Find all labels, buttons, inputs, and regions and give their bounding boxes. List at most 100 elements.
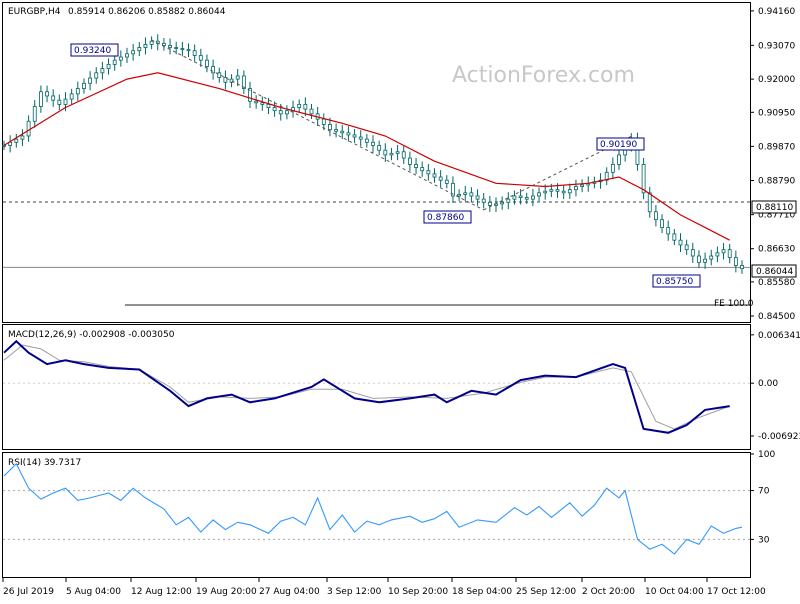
candle-body [581,185,584,187]
candle-body [427,171,430,174]
candle-body [415,164,418,167]
candle-body [728,250,731,258]
price-tick-label: 0.84500 [758,312,795,322]
rsi-title: RSI(14) 39.7317 [8,458,81,468]
candle-body [685,245,688,250]
candle-body [162,43,165,45]
candle-body [181,49,184,50]
candle-body [335,130,338,132]
candle-body [212,66,215,72]
candle-body [488,202,491,205]
candle-body [64,99,67,104]
candle-body [574,187,577,190]
symbol-label: EURGBP,H4 [8,7,61,17]
macd-tick-label: 0.006341 [758,331,800,341]
candle-body [322,119,325,124]
candle-body [187,50,190,51]
candle-body [464,193,467,195]
candle-body [126,54,129,57]
macd-title: MACD(12,26,9) -0.002908 -0.003050 [8,330,175,340]
candle-body [353,135,356,137]
price-tick-label: 0.88790 [758,177,795,187]
candle-body [667,228,670,234]
candle-body [458,194,461,196]
candle-body [482,199,485,202]
time-tick-label: 3 Sep 12:00 [327,587,382,597]
price-tick-label: 0.94160 [758,7,795,17]
candle-body [550,190,553,192]
level-box-label: 0.88110 [752,201,796,213]
time-tick-label: 26 Jul 2019 [3,587,54,597]
candle-body [82,83,85,88]
high1-label: 0.93240 [71,44,118,56]
low1-label: 0.87860 [424,211,471,223]
candle-body [378,145,381,150]
candle-body [144,44,147,47]
low2-label: 0.85750 [653,275,700,287]
candle-body [556,190,559,192]
candle-body [255,101,258,103]
candle-body [396,152,399,154]
ohlc-values: 0.85914 0.86206 0.85882 0.86044 [68,7,226,17]
candle-body [519,196,522,198]
candle-body [507,199,510,202]
svg-text:0.90190: 0.90190 [600,140,637,150]
macd-tick-label: -0.006923 [758,432,800,442]
candle-body [611,164,614,172]
candle-body [3,145,6,146]
candle-body [267,104,270,107]
candle-body [661,220,664,228]
candle-body [15,139,18,142]
candle-body [39,92,42,107]
candle-body [58,100,61,104]
candle-body [648,193,651,212]
candle-body [741,265,744,268]
candle-body [691,250,694,256]
time-tick-label: 27 Aug 04:00 [259,587,320,597]
candle-body [544,191,547,193]
candle-body [236,76,239,79]
candle-body [347,133,350,135]
candle-body [70,94,73,99]
svg-text:0.85750: 0.85750 [656,277,693,287]
candle-body [390,153,393,155]
candle-body [101,69,104,73]
candle-body [138,48,141,51]
time-tick-label: 12 Aug 12:00 [131,587,192,597]
candle-body [421,168,424,171]
candle-body [679,240,682,245]
candle-body [372,142,375,145]
candle-body [21,136,24,139]
candle-body [119,57,122,60]
macd-tick-label: 0.00 [758,379,778,389]
candle-body [261,103,264,105]
candle-body [433,174,436,177]
candle-body [673,234,676,240]
candle-body [205,60,208,66]
candle-body [513,196,516,199]
candle-body [279,111,282,114]
candle-body [89,78,92,83]
candle-body [359,137,362,139]
candle-body [304,104,307,109]
candle-body [470,193,473,196]
candle-body [310,109,313,114]
candle-body [273,108,276,111]
candle-body [568,190,571,193]
price-tick-label: 0.89870 [758,142,795,152]
candle-body [697,256,700,262]
time-tick-label: 10 Oct 04:00 [645,587,704,597]
candle-body [199,55,202,60]
candle-body [531,196,534,199]
watermark: ActionForex.com [452,63,635,88]
rsi-tick-label: 30 [758,535,770,545]
candle-body [95,73,98,78]
candle-body [76,89,79,94]
candle-body [46,92,49,96]
time-tick-label: 5 Aug 04:00 [66,587,121,597]
candle-body [704,259,707,262]
candle-body [734,258,737,266]
candle-body [150,41,153,44]
time-tick-label: 10 Sep 20:00 [388,587,448,597]
